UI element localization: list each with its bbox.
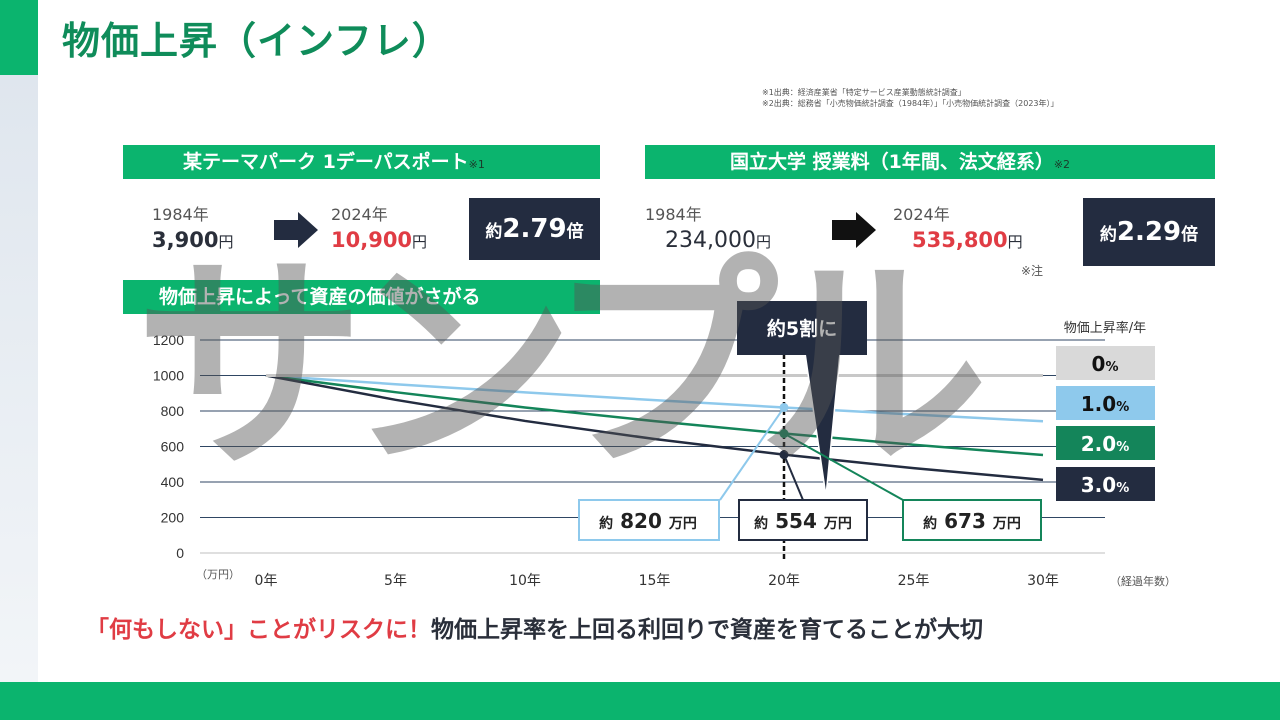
tuition-from-unit: 円 <box>755 233 771 251</box>
x-tick-label-6: 30年 <box>1027 573 1059 589</box>
theme-park-from-year: 1984年 <box>152 205 209 224</box>
source-note-1: ※1出典：経済産業省「特定サービス産業動態統計調査」 <box>762 88 966 97</box>
tuition-to-price-value: 535,800 <box>912 228 1008 252</box>
right-arrow-icon <box>274 212 318 248</box>
annotation-box-820 <box>578 499 720 541</box>
legend-box-3.0 <box>1056 467 1155 501</box>
tagline-text: 物価上昇率を上回る利回りで資産を育てることが大切 <box>431 617 983 643</box>
tuition-ratio: 約2.29倍 <box>1083 198 1215 266</box>
callout-label: 約5割に <box>767 317 837 340</box>
theme-park-ratio-value: 2.79 <box>502 214 567 244</box>
right-arrow-icon-2 <box>832 212 876 248</box>
theme-park-from-price: 3,900円 <box>152 228 233 252</box>
annotation-label-554: 約 554 万円 <box>754 509 852 533</box>
annotation-leader-554 <box>783 454 804 501</box>
tuition-header-note: ※2 <box>1053 158 1071 171</box>
callout-box <box>737 301 867 355</box>
tuition-header-label: 国立大学 授業料（1年間、法文経系） <box>730 151 1054 173</box>
theme-park-to-year: 2024年 <box>331 205 388 224</box>
x-tick-label-4: 20年 <box>768 573 800 589</box>
y-tick-label-1200: 1200 <box>153 332 184 348</box>
callout-pointer <box>804 352 841 497</box>
y-tick-label-0: 0 <box>176 545 184 561</box>
tuition-to-price: 535,800円 <box>912 228 1023 252</box>
tagline: 「何もしない」ことがリスクに！物価上昇率を上回る利回りで資産を育てることが大切 <box>86 610 983 644</box>
x-tick-label-0: 0年 <box>255 573 278 589</box>
tagline-highlight: 「何もしない」ことがリスクに！ <box>86 617 431 643</box>
legend-label-1.0: 1.0% <box>1081 392 1129 416</box>
legend-box-1.0 <box>1056 386 1155 420</box>
y-tick-label-1000: 1000 <box>153 368 184 384</box>
annotation-leader-673 <box>783 432 904 501</box>
corner-accent <box>0 0 38 75</box>
x-axis-label: （経過年数） <box>1110 574 1176 588</box>
legend-label-0: 0% <box>1092 352 1119 376</box>
theme-park-header: 某テーマパーク 1デーパスポート※1 <box>123 145 600 179</box>
tuition-ratio-value: 2.29 <box>1116 217 1182 247</box>
series-line-1.0 <box>265 374 1044 423</box>
annotation-label-673: 約 673 万円 <box>923 509 1021 533</box>
x-tick-label-3: 15年 <box>639 573 671 589</box>
annotation-label-820: 約 820 万円 <box>599 509 697 533</box>
theme-park-from-price-value: 3,900 <box>152 228 219 252</box>
legend-box-0 <box>1056 346 1155 380</box>
chart-header-label: 物価上昇によって資産の価値がさがる <box>159 286 481 308</box>
theme-park-ratio-suffix: 倍 <box>566 222 584 242</box>
annotation-box-554 <box>738 499 868 541</box>
y-axis-unit-label: （万円） <box>196 568 240 581</box>
theme-park-to-unit: 円 <box>412 233 428 251</box>
series-line-3.0 <box>265 374 1044 482</box>
footer-bar <box>0 682 1280 720</box>
theme-park-to-price-value: 10,900 <box>331 228 413 252</box>
tuition-ratio-suffix: 倍 <box>1181 225 1199 245</box>
left-sidebar-strip <box>0 75 38 682</box>
y-tick-label-800: 800 <box>161 403 185 419</box>
theme-park-header-label: 某テーマパーク 1デーパスポート <box>183 151 469 173</box>
theme-park-from-unit: 円 <box>218 233 234 251</box>
page-title: 物価上昇（インフレ） <box>62 19 451 63</box>
tuition-from-year: 1984年 <box>645 205 702 224</box>
tuition-to-year: 2024年 <box>893 205 950 224</box>
y-tick-label-400: 400 <box>161 474 185 490</box>
legend-box-2.0 <box>1056 426 1155 460</box>
x-tick-label-5: 25年 <box>898 573 930 589</box>
annotation-box-673 <box>902 499 1042 541</box>
legend-label-3.0: 3.0% <box>1081 473 1129 497</box>
tuition-ratio-prefix: 約 <box>1099 225 1117 245</box>
chart-header: 物価上昇によって資産の価値がさがる <box>123 280 600 314</box>
legend-label-2.0: 2.0% <box>1081 432 1129 456</box>
x-tick-label-2: 10年 <box>509 573 541 589</box>
source-note-2: ※2出典：総務省「小売物価統計調査（1984年）」「小売物価統計調査（2023年… <box>762 99 1059 108</box>
series-line-2.0 <box>265 374 1044 457</box>
tuition-note: ※注 <box>1021 264 1044 278</box>
theme-park-ratio: 約2.79倍 <box>469 198 600 260</box>
tuition-header: 国立大学 授業料（1年間、法文経系）※2 <box>645 145 1215 179</box>
x-tick-label-1: 5年 <box>384 573 407 589</box>
annotation-leader-820 <box>719 406 785 501</box>
tuition-from-price: 234,000円 <box>665 228 771 253</box>
theme-park-header-note: ※1 <box>468 158 485 171</box>
y-tick-label-600: 600 <box>161 439 185 455</box>
y-tick-label-200: 200 <box>161 510 185 526</box>
tuition-to-unit: 円 <box>1007 233 1023 251</box>
tuition-from-price-value: 234,000 <box>665 228 756 253</box>
theme-park-ratio-prefix: 約 <box>485 222 503 242</box>
theme-park-to-price: 10,900円 <box>331 228 427 252</box>
legend-title: 物価上昇率/年 <box>1064 320 1146 336</box>
